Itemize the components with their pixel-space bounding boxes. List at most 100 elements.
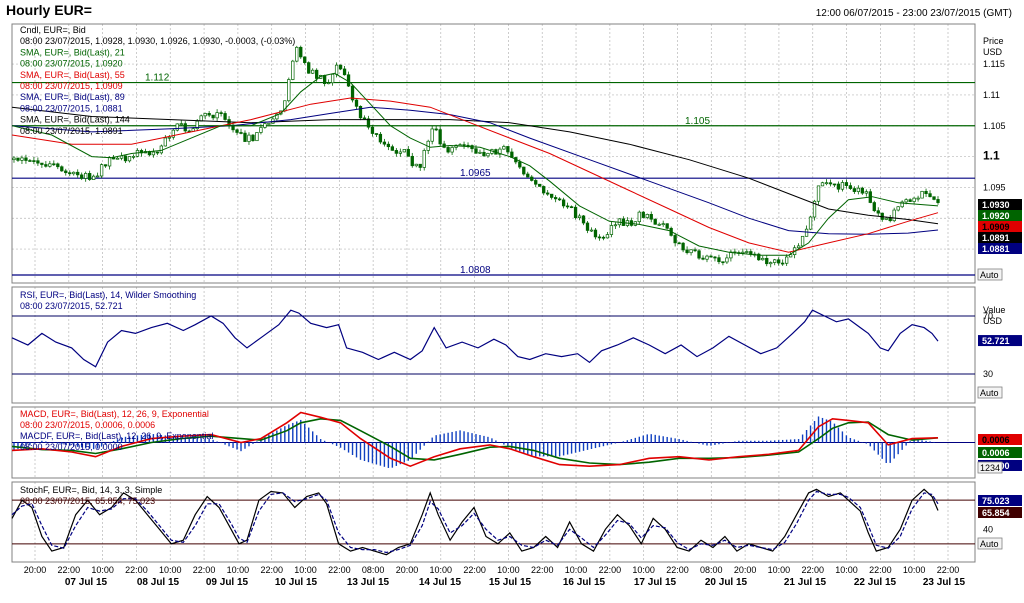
candle-body <box>781 262 785 265</box>
candle-body <box>613 224 618 227</box>
rsi-legend-entry: RSI, EUR=, Bid(Last), 14, Wilder Smoothi… <box>20 290 196 300</box>
price-value-tag <box>978 199 1022 210</box>
candle-body <box>609 225 614 235</box>
candle-body <box>816 185 821 202</box>
candle-body <box>263 123 267 128</box>
candle-body <box>56 163 60 168</box>
candle-body <box>597 236 602 239</box>
candle-body <box>103 164 108 167</box>
hour-tick-label: 10:00 <box>565 565 588 575</box>
rsi-line <box>11 309 939 368</box>
candle-body <box>366 118 371 128</box>
price-axis-title: Price <box>983 36 1004 46</box>
candle-body <box>645 214 649 218</box>
day-label: 09 Jul 15 <box>206 577 249 588</box>
rsi-axis-unit: USD <box>983 316 1003 326</box>
axis-scale-button[interactable] <box>977 461 1003 474</box>
candle-body <box>16 157 20 161</box>
axis-scale-button[interactable] <box>977 537 1003 550</box>
price-value-tag <box>978 210 1022 221</box>
axis-scale-button-label: Auto <box>980 388 999 398</box>
sma-144-line <box>11 106 939 225</box>
candle-body <box>115 157 120 160</box>
candle-body <box>522 166 526 175</box>
price-y-axis: 1.0851.091.0951.11.1051.111.115PriceUSD1… <box>978 36 1022 254</box>
rsi-legend: RSI, EUR=, Bid(Last), 14, Wilder Smoothi… <box>20 290 196 311</box>
candle-body <box>824 182 829 185</box>
candle-body <box>864 191 868 194</box>
axis-buttons: Auto Auto 1234 Auto <box>977 268 1003 550</box>
candle-body <box>526 173 530 178</box>
hour-tick-label: 10:00 <box>430 565 453 575</box>
candle-body <box>235 129 239 133</box>
candle-body <box>394 150 398 154</box>
macd-legend: MACD, EUR=, Bid(Last), 12, 26, 9, Expone… <box>20 409 213 452</box>
price-value-tag-label: 1.0920 <box>982 211 1010 221</box>
candle-body <box>402 149 406 153</box>
rsi-legend-entry: 08:00 23/07/2015, 52.721 <box>20 301 123 311</box>
candle-body <box>390 146 395 151</box>
candle-body <box>398 151 402 154</box>
candle-body <box>796 245 801 249</box>
day-label: 21 Jul 15 <box>784 577 827 588</box>
axis-scale-button[interactable] <box>977 386 1003 399</box>
candle-body <box>860 187 864 194</box>
candle-body <box>259 127 263 133</box>
hour-tick-label: 20:00 <box>734 565 757 575</box>
hour-tick-label: 22:00 <box>260 565 283 575</box>
stochastic-value-tag <box>978 507 1022 518</box>
sma-89-line <box>11 106 939 235</box>
candle-body <box>99 164 104 177</box>
candle-body <box>757 253 761 261</box>
stochastic-value-tag-label: 65.854 <box>982 508 1010 518</box>
candle-body <box>717 257 721 263</box>
candle-body <box>88 173 92 180</box>
hour-tick-label: 10:00 <box>227 565 250 575</box>
price-tick-label: 1.11 <box>983 90 1000 100</box>
candle-body <box>856 187 860 192</box>
price-legend-entry: 08:00 23/07/2015, 1.0920 <box>20 59 123 69</box>
hour-tick-label: 22:00 <box>869 565 892 575</box>
candle-body <box>378 133 383 143</box>
candle-body <box>167 136 171 139</box>
candle-body <box>530 176 534 181</box>
candle-body <box>518 161 522 168</box>
candle-body <box>410 155 414 167</box>
candle-body <box>785 256 789 264</box>
candle-body <box>64 170 68 174</box>
price-value-tag-label: 1.0891 <box>982 233 1010 243</box>
price-legend-entry: 08:00 23/07/2015, 1.0891 <box>20 126 123 136</box>
price-value-tag-label: 1.0881 <box>982 244 1010 254</box>
hour-tick-label: 10:00 <box>91 565 114 575</box>
candle-body <box>681 242 685 251</box>
candle-body <box>705 255 709 260</box>
candle-body <box>80 174 84 179</box>
price-legend-entry: 08:00 23/07/2015, 1.0928, 1.0930, 1.0926… <box>20 36 295 46</box>
candle-body <box>171 129 175 138</box>
price-value-tag <box>978 221 1022 232</box>
candle-body <box>76 171 80 176</box>
candle-body <box>382 141 387 145</box>
candle-body <box>414 163 418 167</box>
candle-body <box>131 155 136 158</box>
candle-body <box>884 217 888 220</box>
candle-body <box>502 146 506 150</box>
macd-legend-entry: MACD, EUR=, Bid(Last), 12, 26, 9, Expone… <box>20 409 209 419</box>
candle-body <box>175 123 179 131</box>
rsi-levels <box>12 315 975 375</box>
axis-scale-button[interactable] <box>977 268 1003 281</box>
candle-body <box>478 151 482 154</box>
candle-body <box>800 235 805 247</box>
candle-body <box>693 249 697 252</box>
price-value-tag <box>978 232 1022 243</box>
candle-body <box>832 183 837 186</box>
candle-body <box>557 198 562 201</box>
candle-body <box>291 60 295 80</box>
day-label: 08 Jul 15 <box>137 577 180 588</box>
candle-body <box>107 156 112 167</box>
candle-body <box>561 199 566 207</box>
candle-body <box>677 242 681 245</box>
candle-body <box>267 123 271 125</box>
price-tick-label: 1.115 <box>983 59 1005 69</box>
